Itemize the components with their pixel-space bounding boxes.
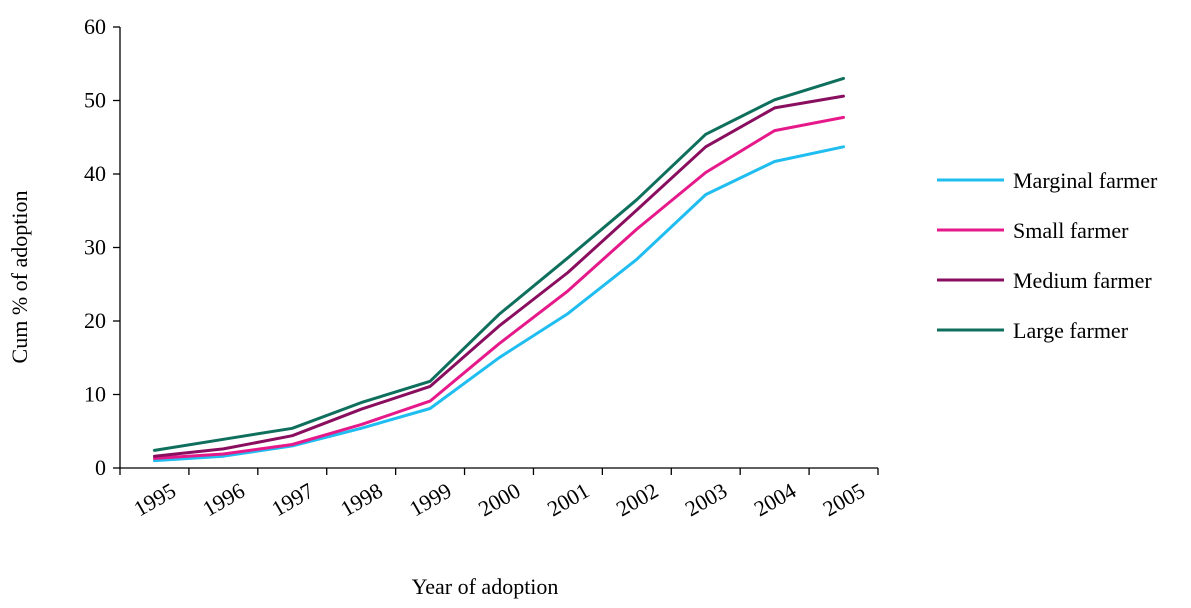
x-tick-label: 2001 (543, 478, 594, 522)
x-tick-label: 1997 (267, 478, 318, 522)
x-tick-label: 1995 (129, 478, 180, 522)
x-tick-label: 1999 (405, 478, 456, 522)
y-tick-label: 20 (84, 308, 106, 333)
y-tick-label: 60 (84, 14, 106, 39)
y-tick-label: 0 (95, 455, 106, 480)
x-tick-label: 1998 (336, 478, 387, 522)
axes (119, 27, 878, 469)
y-tick-label: 10 (84, 382, 106, 407)
legend: Marginal farmer Small farmer Medium farmer… (937, 168, 1158, 343)
x-tick-label: 2003 (681, 478, 732, 522)
y-axis-ticks: 0 10 20 30 40 50 60 (84, 14, 120, 480)
x-tick-label: 2000 (474, 478, 525, 522)
x-axis-ticks: 1995 1996 1997 1998 1999 2000 2001 2002 2003 2004… (119, 468, 879, 522)
x-axis-label: Year of adoption (412, 574, 559, 599)
y-tick-label: 50 (84, 88, 106, 113)
legend-label-medium-farmer: Medium farmer (1013, 268, 1152, 293)
legend-label-large-farmer: Large farmer (1013, 318, 1129, 343)
x-tick-label: 2005 (818, 478, 869, 522)
legend-label-small-farmer: Small farmer (1013, 218, 1129, 243)
series-line-small-farmer (153, 115, 845, 460)
x-tick-label: 1996 (198, 478, 249, 522)
series-lines (153, 76, 845, 463)
y-tick-label: 30 (84, 235, 106, 260)
legend-label-marginal-farmer: Marginal farmer (1013, 168, 1158, 193)
series-line-marginal-farmer (153, 145, 845, 463)
x-tick-label: 2004 (750, 478, 801, 522)
series-line-medium-farmer (153, 94, 845, 458)
y-axis-label: Cum % of adoption (7, 191, 32, 364)
x-tick-label: 2002 (612, 478, 663, 522)
y-tick-label: 40 (84, 161, 106, 186)
series-line-large-farmer (153, 76, 845, 452)
